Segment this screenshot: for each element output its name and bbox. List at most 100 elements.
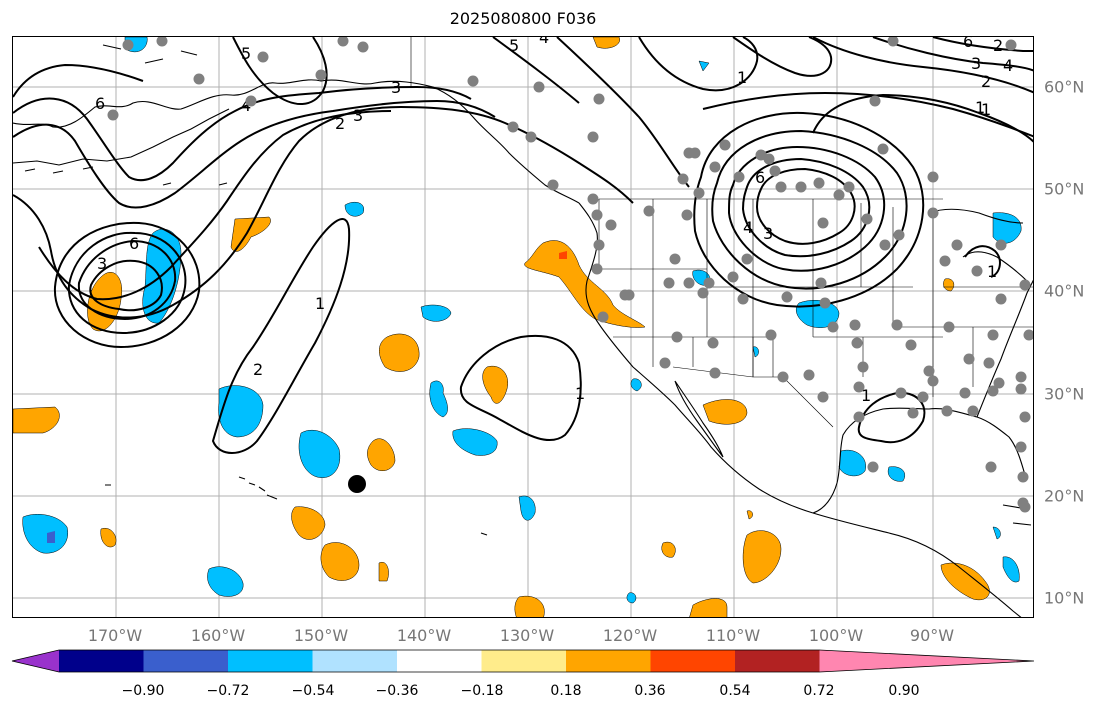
station-marker [467,75,479,87]
positive-anomaly [702,399,748,425]
station-marker [917,391,929,403]
map-title: 2025080800 F036 [449,9,597,28]
negative-anomaly [838,449,866,477]
contour-label: 1 [981,100,991,119]
station-marker [879,239,891,251]
station-marker [869,95,881,107]
station-marker [1015,383,1027,395]
station-marker [605,219,617,231]
contour-label: 2 [253,360,263,379]
positive-anomaly [943,278,955,292]
station-marker [703,277,715,289]
contour-label: 6 [963,37,973,51]
contour-label: 2 [981,72,991,91]
negative-anomaly [752,346,759,358]
station-marker [733,171,745,183]
station-marker [995,239,1007,251]
lon-label-160w: 160°W [190,626,246,645]
storm-center-marker [348,475,366,493]
positive-anomaly [378,561,389,582]
station-marker [593,239,605,251]
station-marker [777,371,789,383]
positive-anomaly [320,542,360,581]
station-marker [741,253,753,265]
lon-label-120w: 120°W [602,626,658,645]
negative-anomaly [518,495,536,521]
station-marker [587,131,599,143]
colorbar-tick: −0.54 [291,683,335,699]
lon-label-90w: 90°W [909,626,955,645]
station-marker [1015,371,1027,383]
station-marker [669,253,681,265]
station-marker [895,387,907,399]
colorbar-tick: 0.54 [719,683,751,699]
station-marker [337,37,349,47]
station-marker [815,277,827,289]
station-marker [257,51,269,63]
negative-anomaly [344,202,365,217]
station-marker [963,353,975,365]
contour-label: 6 [95,94,105,113]
lat-label-30n: 30°N [1044,384,1085,404]
station-marker [659,357,671,369]
station-marker [853,411,865,423]
lat-label-40n: 40°N [1044,281,1085,301]
negative-anomaly [992,212,1022,244]
colorbar-segment [735,650,820,672]
station-marker [857,361,869,373]
contour-label: 3 [971,54,981,73]
positive-anomaly [940,562,990,601]
station-marker [507,121,519,133]
station-marker [943,321,955,333]
negative-anomaly [992,526,1001,540]
colorbar-segment [59,650,144,672]
colorbar-extend-min [12,650,59,672]
negative-anomaly [298,429,341,478]
station-marker [697,287,709,299]
contour-label: 1 [575,384,585,403]
station-marker [1015,441,1027,453]
station-marker [877,143,889,155]
colorbar [11,649,1035,673]
contour-label: 6 [755,168,765,187]
station-marker [683,277,695,289]
station-marker [795,181,807,193]
station-marker [843,181,855,193]
station-marker [677,173,689,185]
station-marker [803,369,815,381]
colorbar-tick: −0.72 [206,683,250,699]
colorbar-segment [143,650,229,672]
station-marker [959,387,971,399]
positive-anomaly [661,541,676,558]
positive-anomaly [592,37,620,49]
station-marker [719,139,731,151]
colorbar-tick: 0.36 [634,683,666,699]
station-marker [727,271,739,283]
station-marker [927,171,939,183]
colorbar-extend-max [819,650,1034,672]
colorbar-segment [397,650,482,672]
station-marker [833,189,845,201]
station-marker [587,193,599,205]
station-marker [663,277,675,289]
station-marker [817,217,829,229]
positive-anomaly [367,438,396,472]
station-marker [893,229,905,241]
station-marker [987,385,999,397]
station-marker [941,405,953,417]
station-marker [775,181,787,193]
station-marker [1005,39,1017,51]
contour-label: 5 [509,37,519,55]
station-marker [891,319,903,331]
lat-label-20n: 20°N [1044,486,1085,506]
station-marker [593,93,605,105]
station-marker [983,357,995,369]
strong-negative-anomaly [47,531,55,543]
station-marker [769,165,781,177]
station-marker [709,161,721,173]
contour-label: 4 [241,96,251,115]
station-marker [1023,329,1033,341]
map-panel[interactable]: 6 5 4 3 2 1 2 3 6 5 4 3 1 2 1 6 4 3 1 6 … [12,36,1034,618]
station-marker [781,291,793,303]
contour-label: 4 [743,218,753,237]
